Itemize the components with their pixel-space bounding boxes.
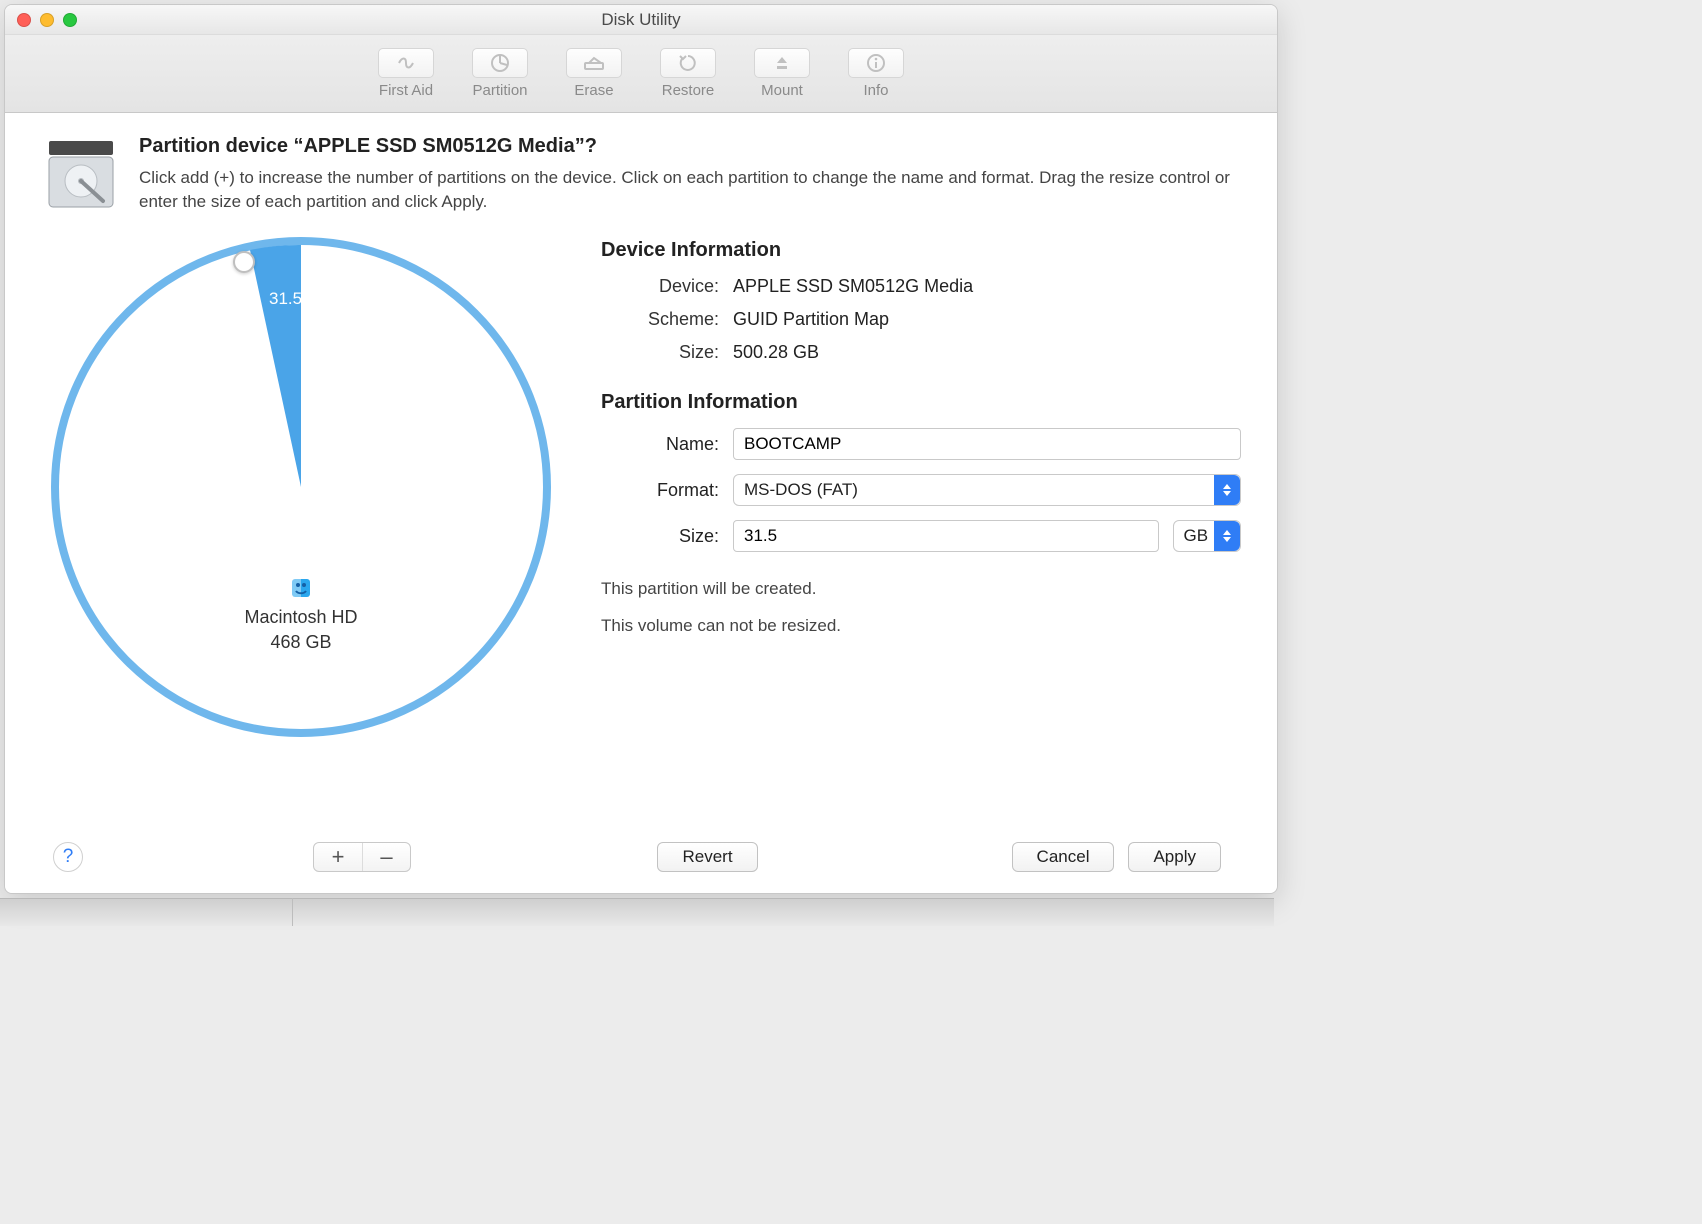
add-partition-button[interactable]: + (314, 843, 362, 871)
toolbar-label: Erase (574, 82, 613, 99)
device-info-heading: Device Information (601, 239, 1241, 262)
partition-slice-bootcamp[interactable] (51, 237, 551, 737)
partition-name-input[interactable] (733, 428, 1241, 460)
resize-handle[interactable] (233, 251, 255, 273)
partition-notes: This partition will be created. This vol… (601, 570, 1241, 645)
info-panel: Device Information Device: APPLE SSD SM0… (601, 233, 1241, 821)
toolbar-label: First Aid (379, 82, 433, 99)
apply-button[interactable]: Apply (1128, 842, 1221, 872)
toolbar-mount[interactable]: Mount (737, 48, 827, 99)
bottom-bar: ? + – Revert Cancel Apply (41, 821, 1241, 893)
value-size: 500.28 GB (733, 342, 1241, 363)
partition-info-heading: Partition Information (601, 391, 1241, 414)
toolbar-label: Info (863, 82, 888, 99)
slice-label-macintosh-hd[interactable]: Macintosh HD 468 GB (51, 577, 551, 654)
note-created: This partition will be created. (601, 570, 1241, 607)
add-remove-segment: + – (313, 842, 411, 872)
chevron-updown-icon (1214, 521, 1240, 551)
help-button[interactable]: ? (53, 842, 83, 872)
format-value: MS-DOS (FAT) (744, 480, 858, 500)
revert-button[interactable]: Revert (657, 842, 757, 872)
label-format: Format: (601, 480, 719, 501)
partition-pie[interactable]: 31.5 GB Macintosh HD 468 GB (51, 237, 551, 737)
disk-icon (41, 135, 121, 215)
toolbar-info[interactable]: Info (831, 48, 921, 99)
sheet-content: Partition device “APPLE SSD SM0512G Medi… (5, 113, 1277, 893)
toolbar-label: Restore (662, 82, 715, 99)
toolbar-label: Partition (472, 82, 527, 99)
size-unit-select[interactable]: GB (1173, 520, 1242, 552)
toolbar-restore[interactable]: Restore (643, 48, 733, 99)
window-title: Disk Utility (5, 10, 1277, 30)
note-no-resize: This volume can not be resized. (601, 607, 1241, 644)
toolbar-label: Mount (761, 82, 803, 99)
toolbar-partition[interactable]: Partition (455, 48, 545, 99)
label-size: Size: (601, 342, 719, 363)
slice-label-bootcamp: 31.5 GB (269, 289, 331, 309)
value-device: APPLE SSD SM0512G Media (733, 276, 1241, 297)
label-device: Device: (601, 276, 719, 297)
size-unit-value: GB (1184, 526, 1209, 546)
label-scheme: Scheme: (601, 309, 719, 330)
format-select[interactable]: MS-DOS (FAT) (733, 474, 1241, 506)
sheet-description: Click add (+) to increase the number of … (139, 166, 1241, 214)
chevron-updown-icon (1214, 475, 1240, 505)
partition-pie-area: 31.5 GB Macintosh HD 468 GB (41, 233, 561, 821)
value-scheme: GUID Partition Map (733, 309, 1241, 330)
main-partition-name: Macintosh HD (244, 607, 357, 627)
remove-partition-button[interactable]: – (362, 843, 410, 871)
toolbar-erase[interactable]: Erase (549, 48, 639, 99)
disk-utility-window: Disk Utility First Aid Partition Erase R… (4, 4, 1278, 894)
help-icon: ? (63, 846, 74, 868)
main-partition-size: 468 GB (270, 632, 331, 652)
titlebar: Disk Utility (5, 5, 1277, 35)
label-name: Name: (601, 434, 719, 455)
sheet-header: Partition device “APPLE SSD SM0512G Medi… (41, 135, 1241, 215)
background-window-strip (0, 898, 1274, 926)
cancel-button[interactable]: Cancel (1012, 842, 1115, 872)
toolbar-first-aid[interactable]: First Aid (361, 48, 451, 99)
label-partition-size: Size: (601, 526, 719, 547)
sheet-title: Partition device “APPLE SSD SM0512G Medi… (139, 135, 1241, 158)
partition-size-input[interactable] (733, 520, 1159, 552)
toolbar: First Aid Partition Erase Restore Mount … (5, 35, 1277, 113)
